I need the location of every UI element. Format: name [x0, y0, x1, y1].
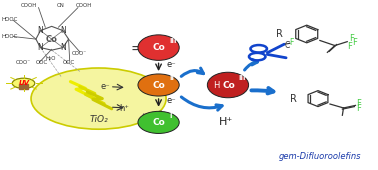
Text: Co: Co	[222, 81, 235, 89]
Text: H: H	[213, 81, 220, 89]
Text: H⁺: H⁺	[219, 117, 233, 126]
Text: OOC: OOC	[62, 59, 75, 65]
Circle shape	[12, 78, 35, 88]
Text: Co: Co	[46, 35, 57, 44]
Text: TiO₂: TiO₂	[89, 115, 108, 124]
Text: =: =	[130, 43, 142, 57]
Text: N: N	[37, 26, 43, 35]
Text: N: N	[60, 43, 66, 52]
Text: N: N	[37, 43, 43, 52]
Text: UV: UV	[18, 80, 29, 86]
Text: h⁺: h⁺	[119, 104, 129, 113]
Text: F: F	[349, 34, 354, 43]
Text: R: R	[276, 29, 283, 39]
Text: Co: Co	[153, 118, 166, 127]
Text: C: C	[285, 41, 290, 50]
Text: F: F	[347, 42, 352, 51]
Text: e⁻: e⁻	[101, 82, 110, 91]
Text: Co: Co	[153, 43, 166, 52]
Text: H₂O: H₂O	[45, 56, 56, 61]
Text: HOOC: HOOC	[2, 34, 18, 39]
Text: F: F	[290, 38, 294, 47]
Ellipse shape	[208, 72, 249, 98]
Text: COOH: COOH	[75, 3, 92, 8]
Text: e⁻: e⁻	[166, 60, 176, 69]
Text: F: F	[356, 99, 361, 108]
Text: e⁻: e⁻	[166, 96, 176, 105]
Text: gem-Difluoroolefins: gem-Difluoroolefins	[279, 152, 361, 161]
Ellipse shape	[138, 74, 179, 96]
Ellipse shape	[138, 111, 179, 133]
Text: III: III	[239, 75, 246, 81]
Text: F: F	[356, 104, 361, 113]
Text: HOOC: HOOC	[2, 17, 18, 22]
Text: II: II	[169, 75, 174, 81]
Text: I: I	[169, 113, 172, 119]
Text: COOH: COOH	[21, 3, 37, 8]
Text: III: III	[169, 38, 177, 44]
Text: Co: Co	[153, 81, 166, 89]
Text: COO⁻: COO⁻	[16, 59, 31, 65]
Text: R: R	[290, 94, 297, 104]
Text: N: N	[60, 26, 66, 35]
Text: COO⁻: COO⁻	[72, 51, 87, 56]
Text: CN: CN	[57, 3, 65, 8]
Ellipse shape	[138, 35, 179, 60]
Text: OOC: OOC	[36, 60, 48, 65]
Text: F: F	[352, 38, 356, 47]
FancyBboxPatch shape	[19, 84, 28, 89]
Circle shape	[31, 68, 166, 129]
